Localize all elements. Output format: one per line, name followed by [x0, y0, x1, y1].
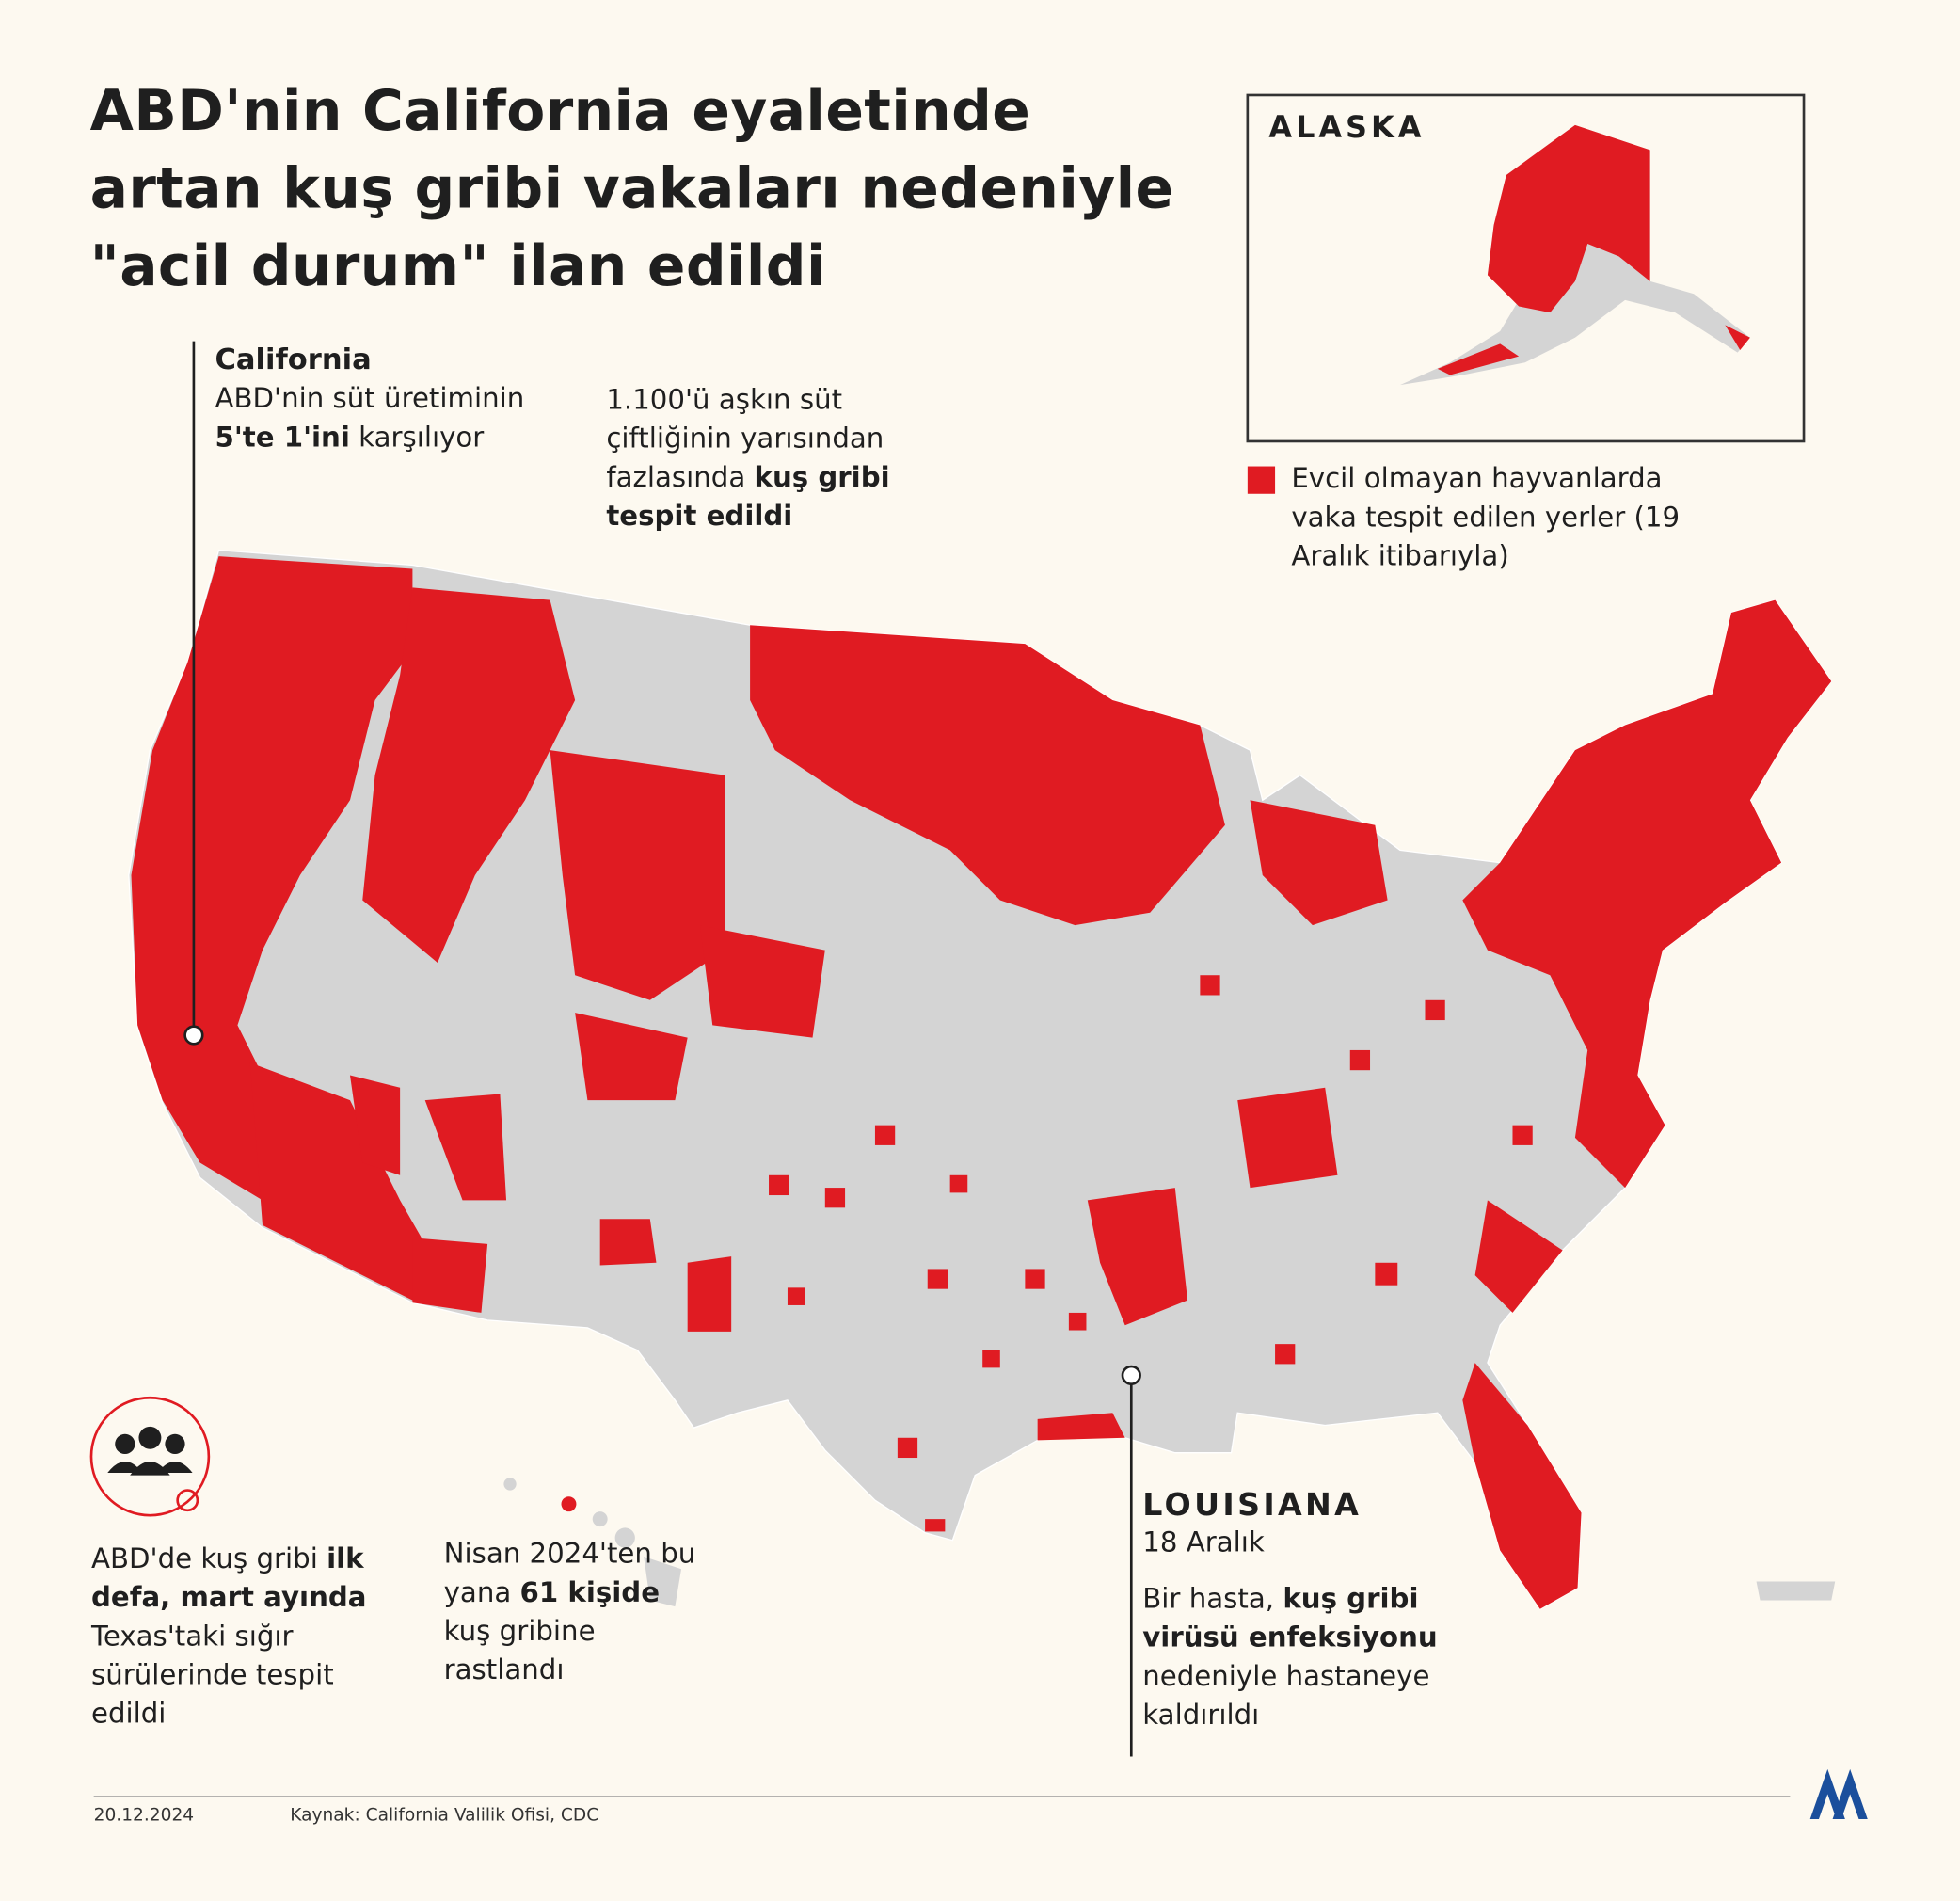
text-run: ABD'de kuş gribi [90, 1543, 327, 1575]
emphasis: ilk defa, mart ayında [90, 1543, 367, 1615]
title: ABD'nin California eyaletinde artan kuş … [90, 72, 1174, 305]
inset-frame [1246, 93, 1806, 443]
title-line: ABD'nin California eyaletinde [89, 77, 1031, 144]
emphasis: kuş gribi virüsü enfeksiyonu [1142, 1584, 1438, 1654]
louisiana-date: 18 Aralık [1142, 1527, 1265, 1559]
puerto-rico [1756, 1581, 1836, 1601]
text-run: kuş gribine rastlandı [443, 1616, 596, 1687]
louisiana-body: Bir hasta, kuş gribi virüsü enfeksiyonu … [1142, 1580, 1480, 1735]
legend-swatch [1247, 466, 1276, 494]
louisiana-point [1121, 1365, 1141, 1385]
california-body: ABD'nin süt üretiminin 5'te 1'ini karşıl… [215, 380, 591, 457]
text-run: karşılıyor [349, 423, 485, 455]
texas-note: ABD'de kuş gribi ilk defa, mart ayında T… [91, 1541, 391, 1734]
hawaii [503, 1478, 682, 1607]
text-run: nedeniyle hastaneye kaldırıldı [1142, 1661, 1430, 1732]
legend-text: Evcil olmayan hayvanlarda vaka tespit ed… [1291, 463, 1681, 573]
aa-logo [1809, 1768, 1868, 1819]
title-line: artan kuş gribi vakaları nedeniyle [89, 154, 1174, 222]
text-run: Bir hasta, [1142, 1584, 1283, 1616]
emphasis: 5'te 1'ini [215, 423, 350, 455]
case-counties [769, 975, 1533, 1532]
emphasis: 61 kişide [519, 1577, 661, 1609]
inset-label: ALASKA [1268, 109, 1426, 146]
people-icon [89, 1396, 211, 1517]
footer-date: 20.12.2024 [93, 1805, 195, 1826]
title-line: "acil durum" ilan edildi [89, 232, 826, 299]
california-point [183, 1025, 204, 1046]
california-note: California ABD'nin süt üretiminin 5'te 1… [215, 342, 591, 458]
text-run: ABD'nin süt üretiminin [215, 383, 525, 416]
text-run: Texas'taki sığır sürülerinde tespit edil… [90, 1621, 334, 1731]
california-heading: California [215, 343, 372, 376]
alaska-cases [1437, 124, 1750, 375]
footer-source: Kaynak: California Valilik Ofisi, CDC [290, 1805, 599, 1826]
cases-note: Nisan 2024'ten bu yana 61 kişide kuş gri… [444, 1535, 707, 1690]
louisiana-heading: LOUISIANA [1142, 1486, 1362, 1524]
emphasis: kuş gribi tespit edildi [606, 462, 890, 533]
text-run: 1.100'ü aşkın süt çiftliğinin yarısından… [606, 385, 884, 494]
text-run: Nisan 2024'ten bu yana [443, 1539, 696, 1609]
louisiana-note: LOUISIANA 18 Aralık Bir hasta, kuş gribi… [1142, 1485, 1480, 1735]
farms-note: 1.100'ü aşkın süt çiftliğinin yarısından… [606, 381, 949, 536]
